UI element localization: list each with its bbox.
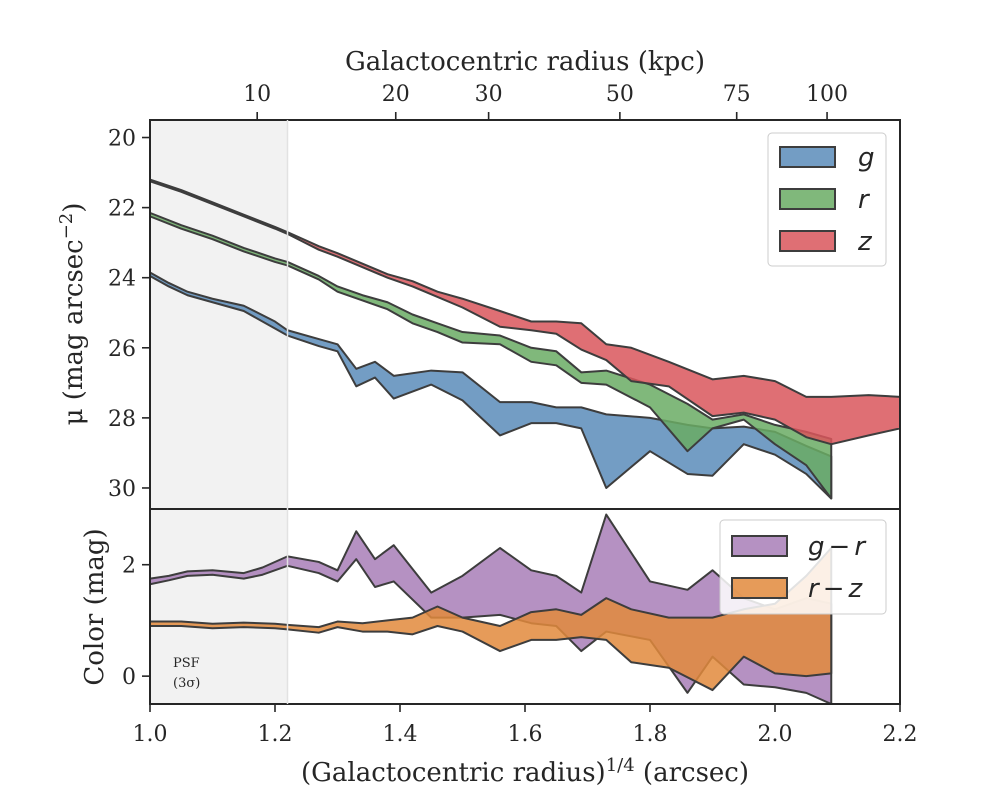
- bottom-y-axis-label: Color (mag): [80, 528, 110, 685]
- legend-swatch-z: [779, 230, 836, 252]
- top-x-tick-label: 75: [723, 82, 751, 107]
- psf-shaded-region: [150, 120, 288, 509]
- bottom-x-tick-label: 2.0: [758, 722, 793, 747]
- psf-note-line2: (3σ): [173, 676, 200, 691]
- bottom-x-tick-label: 1.8: [633, 722, 668, 747]
- top-y-ticks: 20 22 24 26 28 30: [108, 127, 150, 502]
- bottom-y-tick-label: 2: [122, 554, 136, 579]
- top-x-tick-label: 10: [243, 82, 271, 107]
- bottom-y-ticks: 02: [122, 554, 150, 690]
- surface-brightness-panel: 20 22 24 26 28 30 10 20 30 50 75 100 Galactocentri…: [56, 47, 901, 510]
- legend-swatch-r: [779, 188, 836, 210]
- legend-label-g-minus-r: g − r: [808, 532, 867, 562]
- bottom-x-tick-label: 1.4: [383, 722, 418, 747]
- top-y-tick-label: 20: [108, 127, 136, 152]
- bottom-legend: g − r r − z: [719, 519, 887, 615]
- top-y-tick-label: 30: [108, 477, 136, 502]
- legend-label-r: r: [858, 185, 871, 215]
- top-x-tick-label: 30: [475, 82, 503, 107]
- top-x-axis-label: Galactocentric radius (kpc): [345, 47, 705, 77]
- bottom-x-tick-label: 1.2: [258, 722, 293, 747]
- legend-swatch-g: [779, 146, 836, 168]
- bottom-x-tick-label: 1.6: [508, 722, 543, 747]
- bottom-x-tick-label: 2.2: [883, 722, 918, 747]
- top-legend: grz: [767, 132, 887, 267]
- top-x-tick-label: 20: [382, 82, 410, 107]
- legend-swatch-g-minus-r: [731, 535, 788, 557]
- series-color-r-minus-z-band: [149, 547, 833, 692]
- psf-note-line1: PSF: [173, 656, 200, 671]
- top-y-tick-label: 22: [108, 197, 136, 222]
- legend-label-r-minus-z: r − z: [808, 574, 864, 604]
- legend-label-g: g: [858, 143, 875, 173]
- psf-shaded-region-bottom: [150, 509, 288, 704]
- legend-swatch-r-minus-z: [731, 577, 788, 599]
- bottom-x-tick-label: 1.0: [133, 722, 168, 747]
- top-x-ticks: 10 20 30 50 75 100: [243, 82, 848, 120]
- top-y-axis-label: μ (mag arcsec−2): [56, 203, 89, 426]
- bottom-x-axis-label: (Galactocentric radius)1/4 (arcsec): [301, 755, 749, 788]
- top-x-tick-label: 100: [806, 82, 848, 107]
- top-x-tick-label: 50: [606, 82, 634, 107]
- top-y-tick-label: 26: [108, 337, 136, 362]
- legend-label-z: z: [857, 227, 873, 257]
- bottom-x-ticks: 1.0 1.2 1.4 1.6 1.8 2.0 2.2: [133, 704, 918, 747]
- top-y-tick-label: 24: [108, 267, 136, 292]
- top-y-tick-label: 28: [108, 407, 136, 432]
- color-panel: 02 1.0 1.2 1.4 1.6 1.8 2.0 2.2 (Galactocentric…: [80, 508, 918, 788]
- bottom-y-tick-label: 0: [122, 665, 136, 690]
- series-r-band: [149, 211, 833, 500]
